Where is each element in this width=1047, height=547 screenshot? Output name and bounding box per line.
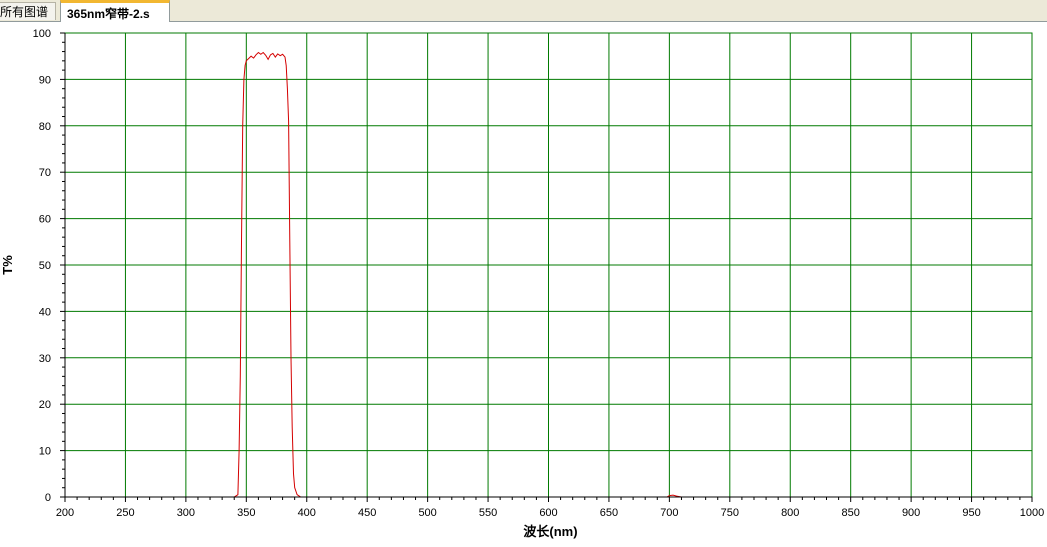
- x-tick-label: 850: [842, 507, 860, 519]
- transmittance-chart: 200 250 300 350 400 450 500 550 600 650 700 750 800 8…: [0, 28, 1045, 539]
- y-axis-title: T%: [0, 255, 15, 275]
- series-line-0: [65, 51, 1032, 498]
- y-tick-label: 40: [39, 306, 51, 318]
- y-tick-label: 80: [39, 121, 51, 133]
- grid: [65, 32, 1033, 497]
- x-tick-label: 450: [358, 507, 376, 519]
- x-tick-label: 650: [600, 507, 618, 519]
- y-tick-label: 70: [39, 167, 51, 179]
- x-axis-title: 波长(nm): [523, 524, 577, 539]
- y-tick-label: 50: [39, 260, 51, 272]
- tab-bar: 所有图谱 365nm窄带-2.s: [0, 0, 1047, 22]
- x-tick-label: 200: [56, 507, 74, 519]
- x-tick-label: 1000: [1020, 507, 1044, 519]
- x-tick-label: 500: [418, 507, 436, 519]
- y-tick-label: 30: [39, 353, 51, 365]
- x-tick-label: 400: [298, 507, 316, 519]
- x-tick-label: 900: [902, 507, 920, 519]
- y-tick-label: 90: [39, 74, 51, 86]
- y-tick-label: 100: [33, 28, 51, 40]
- y-tick-label: 10: [39, 446, 51, 458]
- x-tick-label: 250: [116, 507, 134, 519]
- x-tick-label: 300: [177, 507, 195, 519]
- x-tick-label: 600: [539, 507, 557, 519]
- x-tick-label: 550: [479, 507, 497, 519]
- y-tick-label: 20: [39, 399, 51, 411]
- tab-all-spectra[interactable]: 所有图谱: [0, 2, 56, 20]
- y-tick-label: 0: [45, 492, 51, 504]
- series-layer: [65, 51, 1032, 498]
- x-tick-label: 700: [660, 507, 678, 519]
- x-tick-label: 800: [781, 507, 799, 519]
- x-tick-label: 950: [962, 507, 980, 519]
- axes: 200 250 300 350 400 450 500 550 600 650 700 750 800 8…: [33, 28, 1045, 519]
- x-tick-label: 750: [721, 507, 739, 519]
- tab-365nm-narrowband[interactable]: 365nm窄带-2.s: [60, 0, 170, 22]
- x-tick-label: 350: [237, 507, 255, 519]
- y-tick-label: 60: [39, 214, 51, 226]
